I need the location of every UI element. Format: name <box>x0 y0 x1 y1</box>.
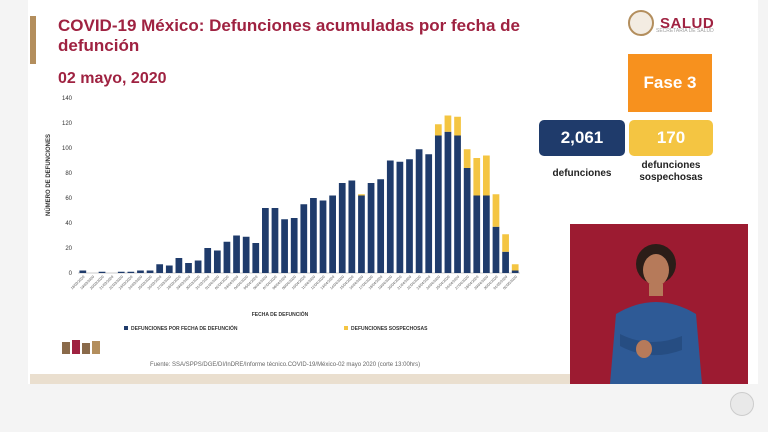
bar-confirmed <box>233 235 240 273</box>
bar-confirmed <box>271 208 279 273</box>
bar-suspected <box>444 115 452 132</box>
bar-suspected <box>492 194 500 227</box>
bar-confirmed <box>300 204 308 273</box>
bar-confirmed <box>367 183 375 273</box>
bar-confirmed <box>358 195 365 273</box>
x-axis-label: FECHA DE DEFUNCIÓN <box>252 310 309 318</box>
bar-confirmed <box>348 180 356 273</box>
bar-confirmed <box>329 195 336 273</box>
report-date: 02 mayo, 2020 <box>58 70 167 87</box>
bar-confirmed <box>165 265 173 273</box>
defunciones-value: 2,061 <box>539 120 625 156</box>
y-tick-label: 120 <box>62 121 73 127</box>
y-tick-label: 140 <box>62 96 73 102</box>
legend-swatch-confirmed <box>124 326 128 330</box>
bar-confirmed <box>386 160 394 273</box>
bar-confirmed <box>425 154 433 273</box>
interpreter-figure <box>570 224 748 384</box>
bar-confirmed <box>511 270 519 273</box>
bar-confirmed <box>281 219 288 273</box>
bar-confirmed <box>252 243 260 273</box>
bar-suspected <box>473 158 481 196</box>
bar-suspected <box>483 155 490 196</box>
bar-confirmed <box>262 208 269 273</box>
bar-confirmed <box>146 270 154 273</box>
page-title: COVID-19 México: Defunciones acumuladas … <box>58 16 520 55</box>
corner-logo-icon <box>730 392 754 416</box>
bar-confirmed <box>454 135 461 273</box>
bar-confirmed <box>483 195 490 273</box>
bar-confirmed <box>79 270 87 273</box>
legend-swatch-suspected <box>344 326 348 330</box>
bar-confirmed <box>194 260 202 273</box>
sign-language-interpreter <box>570 224 748 384</box>
bar-confirmed <box>213 250 221 273</box>
bar-confirmed <box>310 198 317 273</box>
brand-subtitle: SECRETARÍA DE SALUD <box>656 28 714 34</box>
bar-suspected <box>511 264 519 271</box>
bar-confirmed <box>175 258 183 273</box>
bar-confirmed <box>434 135 442 273</box>
bar-confirmed <box>290 218 298 273</box>
brand-name: SALUD <box>660 14 715 32</box>
bar-confirmed <box>137 270 144 273</box>
bar-confirmed <box>185 263 192 273</box>
bar-suspected <box>502 234 509 252</box>
sospechosas-value: 170 <box>629 120 713 156</box>
bar-confirmed <box>396 161 404 273</box>
salud-logo: SALUD <box>628 10 714 36</box>
bar-confirmed <box>204 248 212 273</box>
footer-bar <box>30 374 570 384</box>
seal-icon <box>628 10 654 36</box>
bar-suspected <box>454 116 461 136</box>
defunciones-label: defunciones <box>552 168 612 179</box>
y-tick-label: 20 <box>65 246 72 252</box>
bar-confirmed <box>223 241 231 273</box>
bar-confirmed <box>319 200 327 273</box>
bar-confirmed <box>473 195 481 273</box>
bar-confirmed <box>463 168 471 273</box>
bar-confirmed <box>377 179 385 273</box>
bar-confirmed <box>406 159 413 273</box>
bar-confirmed <box>156 264 164 273</box>
y-tick-label: 100 <box>62 146 73 152</box>
bar-confirmed <box>242 236 250 273</box>
bar-confirmed <box>415 149 423 273</box>
fase-badge: Fase 3 <box>628 54 712 112</box>
y-axis-label: NÚMERO DE DEFUNCIONES <box>45 134 52 216</box>
deaths-bar-chart: NÚMERO DE DEFUNCIONES FECHA DE DEFUNCIÓN… <box>45 96 520 332</box>
chart-legend: DEFUNCIONES POR FECHA DE DEFUNCIÓN DEFUN… <box>124 324 428 332</box>
bar-suspected <box>358 194 365 196</box>
bar-confirmed <box>502 251 509 273</box>
y-tick-label: 40 <box>65 221 72 227</box>
bar-confirmed <box>492 226 500 273</box>
bar-confirmed <box>117 271 125 273</box>
sospechosas-label: defunciones sospechosas <box>639 160 703 183</box>
title-accent-bar <box>30 16 36 64</box>
decorative-icons <box>62 338 102 354</box>
source-note: Fuente: SSA/SPPS/DGE/DI/InDRE/Informe té… <box>150 362 421 368</box>
bar-confirmed <box>444 131 452 273</box>
bar-confirmed <box>98 271 106 273</box>
legend-label-confirmed: DEFUNCIONES POR FECHA DE DEFUNCIÓN <box>131 324 238 332</box>
y-tick-label: 60 <box>65 196 72 202</box>
bar-confirmed <box>127 271 135 273</box>
y-tick-label: 80 <box>65 171 72 177</box>
y-tick-label: 0 <box>69 271 73 277</box>
legend-label-suspected: DEFUNCIONES SOSPECHOSAS <box>351 326 428 332</box>
bar-confirmed <box>338 183 346 273</box>
bar-suspected <box>463 149 471 168</box>
bar-suspected <box>434 124 442 136</box>
